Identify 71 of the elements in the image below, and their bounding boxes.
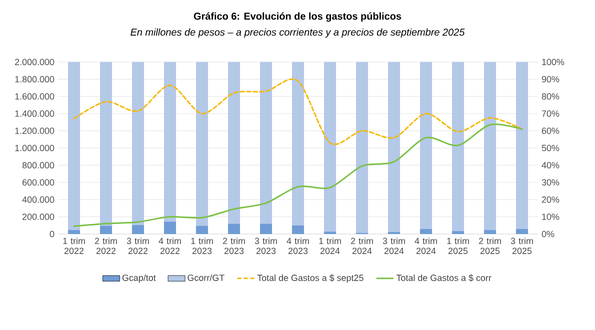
bar — [100, 62, 112, 226]
y2-tick-label: 40% — [542, 162, 560, 168]
y2-tick-label: 30% — [542, 179, 560, 186]
x-tick-label: 2 trim 2022 — [94, 238, 117, 254]
y-tick-label: 600.000 — [22, 179, 54, 186]
bar — [68, 62, 80, 230]
bar — [196, 226, 208, 234]
legend-label: Total de Gastos a $ corr — [396, 274, 492, 282]
y2-tick-label: 20% — [542, 196, 560, 203]
x-tick-label: 3 trim 2024 — [382, 238, 405, 254]
bar — [356, 62, 368, 233]
bar — [164, 222, 176, 234]
y2-tick-label: 50% — [542, 144, 560, 152]
bar — [324, 62, 336, 232]
y-tick-label: 2.000.000 — [15, 58, 54, 66]
bar — [516, 229, 528, 234]
bar — [260, 62, 272, 224]
x-tick-label: 4 trim 2023 — [286, 238, 309, 254]
bar — [196, 62, 208, 226]
chart-title: Gráfico 6: Evolución de los gastos públicos — [194, 12, 402, 22]
y2-tick-label: 10% — [542, 214, 560, 220]
legend-label: Gcorr/GT — [188, 274, 224, 281]
line-series — [73, 124, 523, 228]
y2-tick-label: 90% — [542, 76, 560, 82]
bar — [164, 62, 176, 222]
bar — [484, 62, 496, 230]
x-tick-label: 1 trim 2024 — [319, 238, 341, 254]
bar — [388, 62, 400, 232]
x-tick-label: 1 trim 2022 — [63, 238, 85, 254]
bar — [484, 230, 496, 234]
bar — [132, 62, 144, 226]
x-tick-label: 1 trim 2025 — [447, 238, 469, 254]
x-tick-label: 2 trim 2023 — [223, 238, 245, 254]
bar — [260, 224, 272, 234]
bar — [132, 225, 144, 234]
bar — [452, 231, 464, 234]
x-tick-label: 4 trim 2024 — [414, 238, 437, 254]
x-tick-label: 3 trim 2023 — [254, 238, 277, 254]
y2-tick-label: 100% — [542, 58, 564, 66]
bar — [68, 230, 80, 234]
y-tick-label: 1.600.000 — [15, 93, 54, 100]
legend-label: Total de Gastos a $ sept25 — [257, 274, 364, 283]
bar — [292, 62, 304, 226]
y-tick-label: 1.400.000 — [15, 110, 54, 117]
y-tick-label: 400.000 — [22, 196, 54, 203]
y-tick-label: 1.000.000 — [15, 144, 54, 152]
y-tick-label: 0 — [50, 230, 54, 238]
y-tick-label: 800.000 — [22, 162, 54, 168]
y2-tick-label: 80% — [542, 93, 560, 100]
chart-subtitle: En millones de pesos – a precios corrientes y a precios de septiembre 2025 — [130, 28, 465, 38]
bar — [228, 62, 240, 224]
bar — [100, 226, 112, 234]
y2-tick-label: 0% — [542, 230, 554, 238]
bar — [420, 229, 432, 234]
bar — [420, 62, 432, 230]
y-tick-label: 1.200.000 — [15, 128, 54, 134]
x-tick-label: 4 trim 2022 — [158, 238, 181, 254]
bar — [228, 224, 240, 234]
x-tick-label: 2 trim 2024 — [351, 238, 373, 254]
x-tick-label: 3 trim 2022 — [126, 238, 149, 254]
y-tick-label: 1.800.000 — [15, 76, 54, 82]
legend-label: Gcap/tot — [122, 274, 156, 283]
bar — [292, 225, 304, 234]
x-tick-label: 2 trim 2025 — [479, 238, 501, 254]
x-tick-label: 3 trim 2025 — [510, 238, 533, 254]
bar — [452, 62, 464, 232]
bar — [516, 62, 528, 230]
x-tick-label: 1 trim 2023 — [191, 238, 213, 254]
y2-tick-label: 60% — [542, 128, 560, 134]
y-tick-label: 200.000 — [22, 214, 54, 220]
y2-tick-label: 70% — [542, 110, 560, 117]
